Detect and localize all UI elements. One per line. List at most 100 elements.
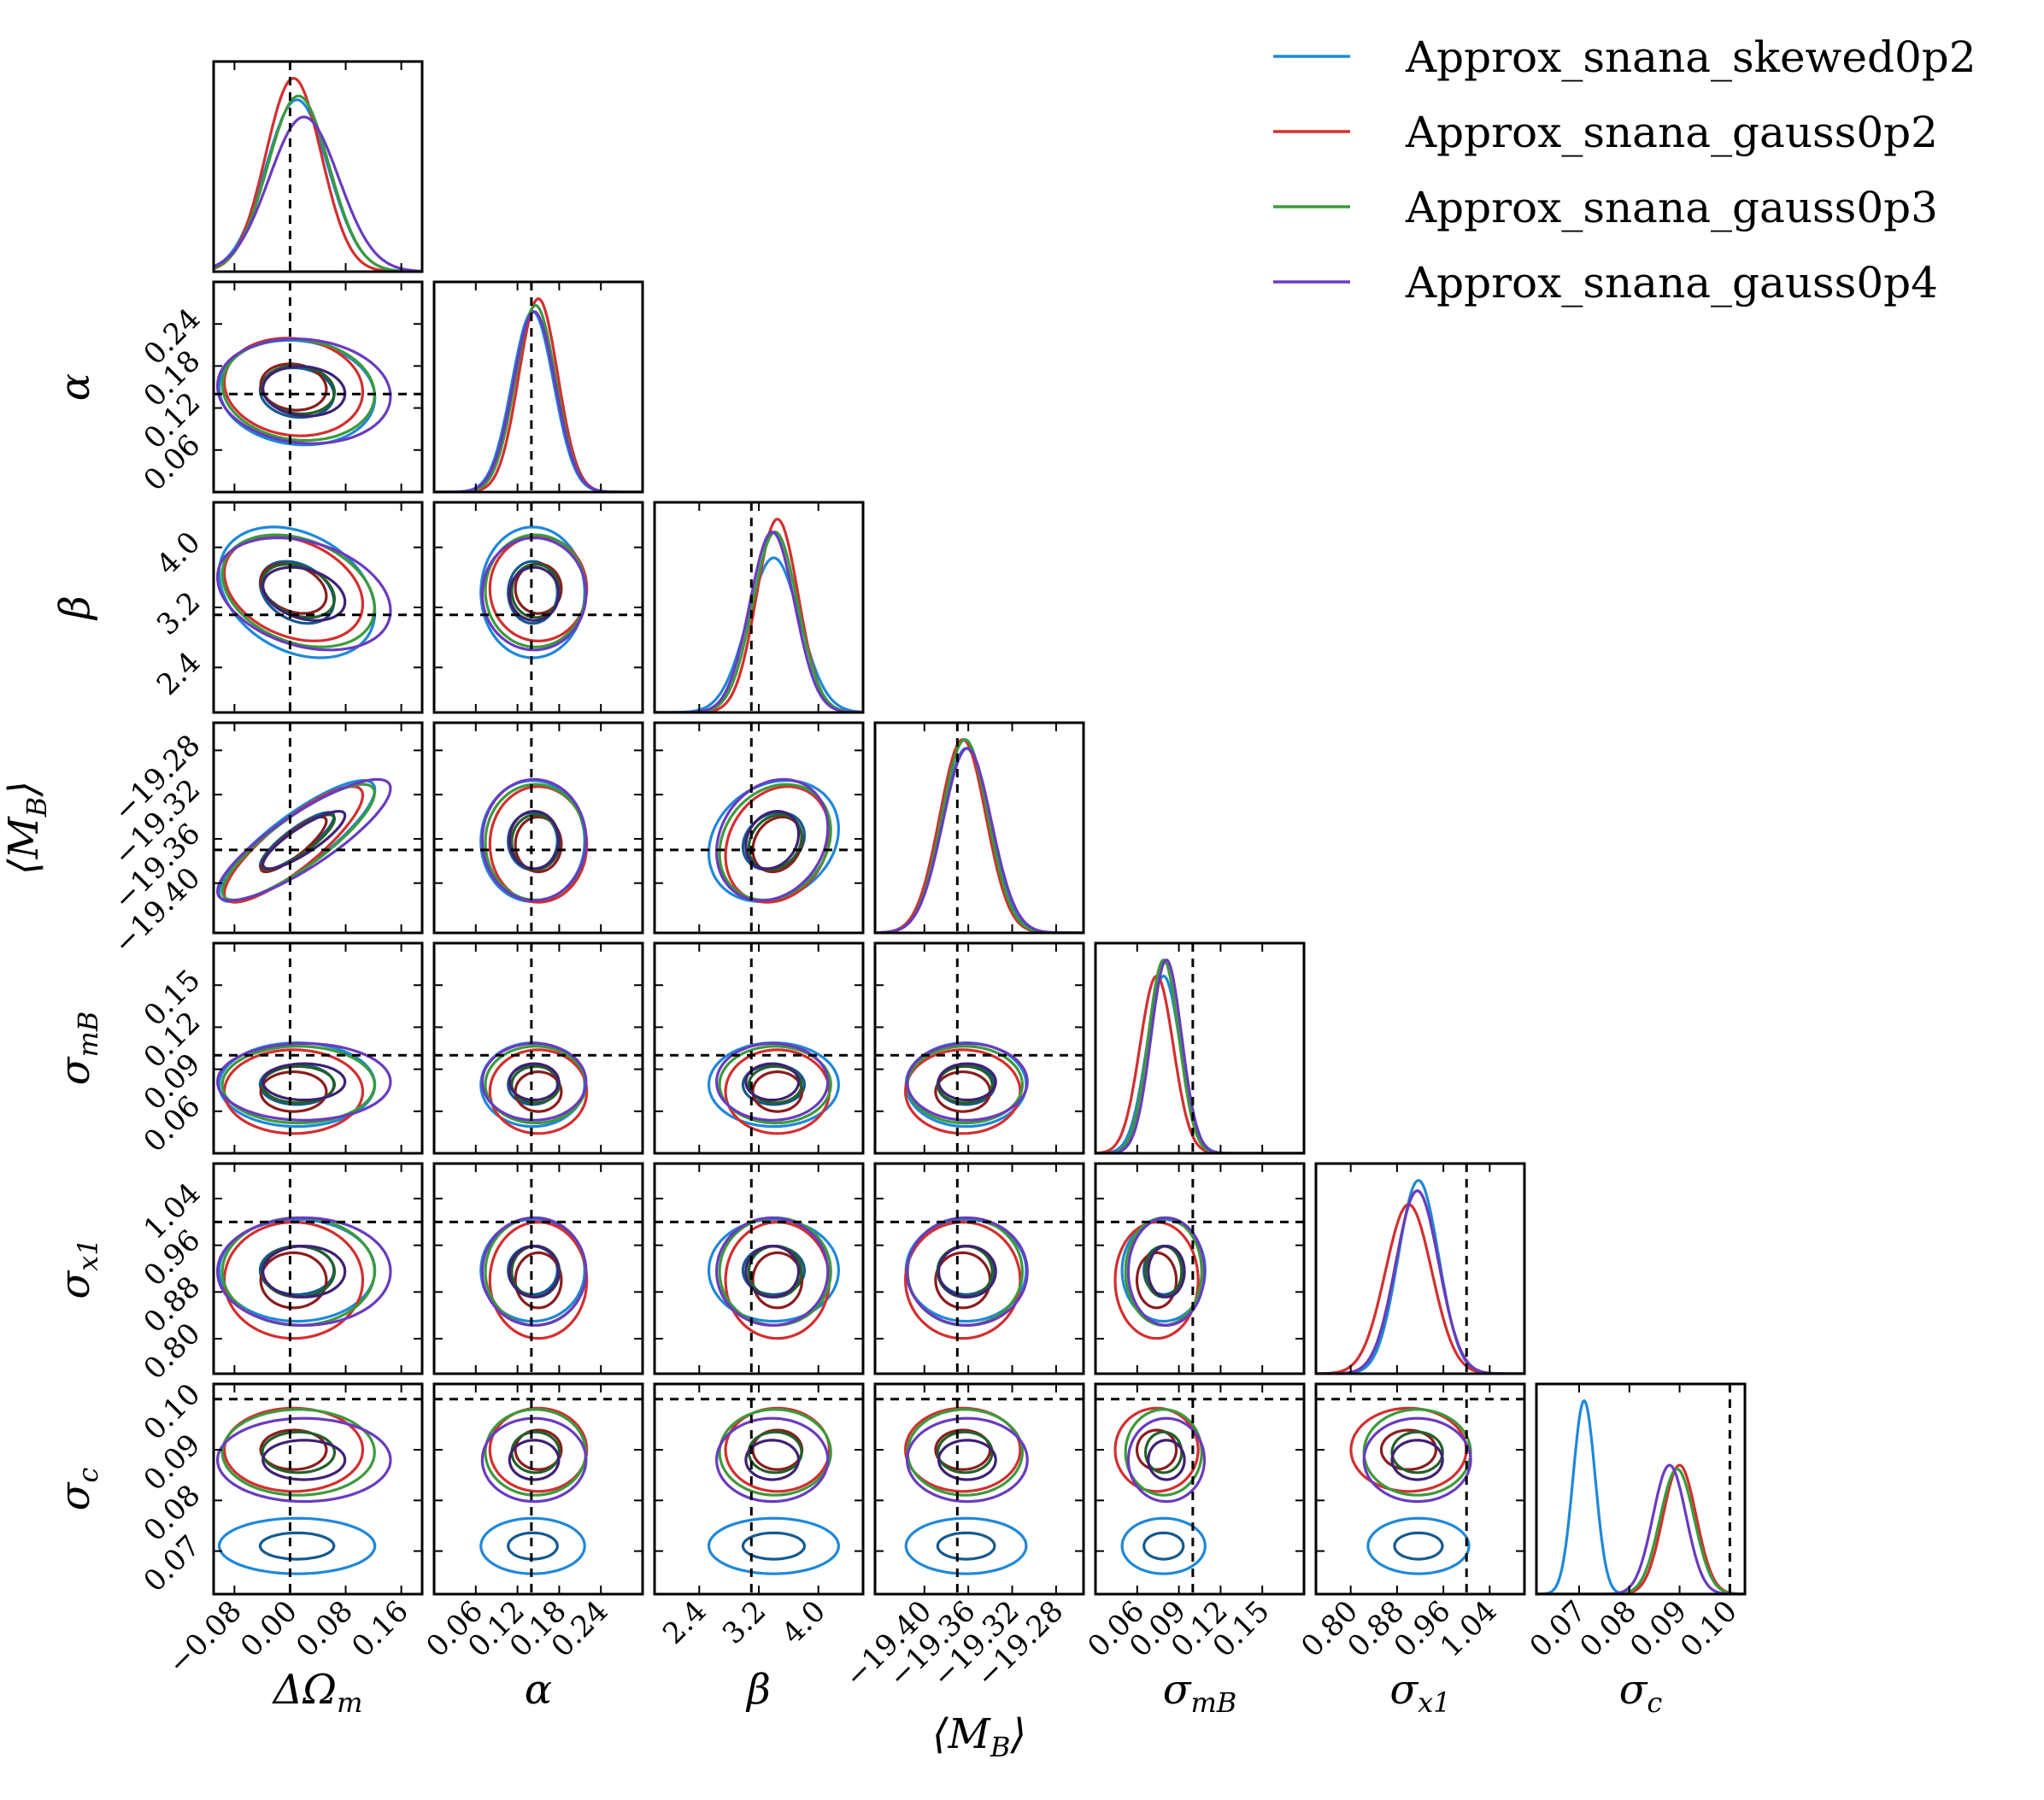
y-tick-label-beta: 2.4: [150, 645, 208, 702]
marginal-sx1-series-2: [1316, 1189, 1524, 1374]
panel-mb-alpha: [432, 721, 644, 935]
panel-frame-6-6: [1535, 1382, 1747, 1596]
contour-sc-dom-series-2-level-1: [261, 1430, 337, 1475]
x-axis-label-smb: σmB: [1163, 1666, 1237, 1719]
contour-alpha-dom-series-3-level-1: [261, 365, 347, 418]
contour-sc-alpha-series-1-level-0: [488, 1406, 589, 1493]
legend: Approx_snana_skewed0p2 Approx_snana_gauss…: [1273, 32, 1976, 308]
x-tick-label-sc: 0.10: [1674, 1594, 1744, 1664]
contour-sc-smb-series-2-level-1: [1143, 1430, 1184, 1475]
contour-beta-dom-series-3-level-0: [215, 536, 392, 652]
contour-sc-sx1-series-3-level-1: [1390, 1439, 1444, 1481]
panel-frame-2-2: [653, 501, 865, 714]
contour-sx1-dom-series-2-level-0: [220, 1216, 376, 1328]
contour-sc-sx1-series-1-level-1: [1379, 1428, 1438, 1471]
y-tick-label-sc: 0.09: [138, 1428, 208, 1498]
panel-frame-4-0: [212, 941, 424, 1155]
contour-sc-beta-series-1-level-1: [751, 1428, 804, 1471]
contour-sc-alpha-series-0-level-0: [479, 1516, 586, 1575]
contour-sc-alpha-series-3-level-0: [480, 1416, 588, 1504]
contour-sc-beta-series-3-level-0: [714, 1416, 830, 1504]
contour-alpha-dom-series-3-level-0: [215, 337, 392, 445]
panel-frame-5-5: [1314, 1162, 1526, 1375]
contour-sx1-beta-series-2-level-1: [747, 1244, 803, 1299]
x-axis-label-sc: σc: [1619, 1666, 1663, 1719]
panel-sc-alpha: [432, 1382, 644, 1596]
contour-sc-smb-series-2-level-0: [1124, 1408, 1203, 1497]
contour-mb-beta-series-2-level-1: [747, 813, 803, 871]
marginal-dom-series-1: [214, 77, 422, 272]
contour-sx1-dom-series-0-level-0: [217, 1217, 377, 1323]
contour-smb-dom-series-1-level-1: [259, 1070, 328, 1113]
y-axis-labels: 0.060.120.180.24α2.43.24.0β−19.40−19.36−…: [0, 302, 207, 1598]
contour-beta-alpha-series-3-level-1: [508, 566, 561, 622]
panel-beta-dom: [212, 501, 424, 714]
contour-sc-mb-series-2-level-0: [906, 1408, 1025, 1497]
contour-mb-beta-series-1-level-0: [724, 785, 831, 904]
contour-mb-dom-series-3-level-0: [215, 777, 392, 902]
panels: [212, 60, 1747, 1596]
y-axis-label-alpha: α: [51, 373, 99, 401]
panel-alpha-dom: [212, 280, 424, 494]
marginal-smb-series-1: [1095, 974, 1304, 1153]
panel-sc-sc: [1535, 1382, 1747, 1596]
contour-beta-alpha-series-2-level-0: [484, 533, 588, 648]
panel-frame-6-5: [1314, 1382, 1526, 1596]
contour-sc-dom-series-0-level-0: [217, 1516, 377, 1575]
contour-smb-alpha-series-3-level-1: [508, 1062, 561, 1102]
contour-sc-alpha-series-3-level-1: [508, 1439, 561, 1481]
contour-mb-beta-series-3-level-0: [714, 777, 830, 902]
panel-smb-dom: [212, 941, 424, 1155]
marginal-smb-series-2: [1095, 959, 1304, 1153]
contour-sx1-dom-series-3-level-0: [215, 1216, 392, 1328]
contour-smb-alpha-series-2-level-0: [484, 1045, 588, 1125]
legend-entry-0: Approx_snana_skewed0p2: [1405, 32, 1976, 82]
contour-sc-smb-series-3-level-1: [1147, 1439, 1186, 1481]
panel-smb-alpha: [432, 941, 644, 1155]
x-tick-label-beta: 4.0: [776, 1594, 833, 1651]
panel-frame-3-1: [432, 721, 644, 935]
x-tick-label-sc: 0.08: [1573, 1594, 1643, 1664]
contour-sx1-beta-series-3-level-0: [714, 1216, 830, 1328]
panel-sx1-beta: [653, 1162, 865, 1375]
panel-frame-3-0: [212, 721, 424, 935]
contour-mb-dom-series-3-level-1: [261, 809, 347, 871]
legend-entry-3: Approx_snana_gauss0p4: [1405, 258, 1938, 308]
contour-beta-dom-series-1-level-0: [222, 535, 365, 642]
contour-mb-alpha-series-2-level-1: [510, 813, 561, 871]
panel-frame-4-4: [1094, 941, 1306, 1155]
contour-smb-mb-series-3-level-0: [905, 1041, 1029, 1122]
contour-sc-dom-series-0-level-1: [258, 1531, 336, 1561]
panel-beta-alpha: [432, 501, 644, 714]
contour-sc-alpha-series-2-level-1: [510, 1430, 561, 1475]
x-tick-label-beta: 3.2: [716, 1594, 773, 1651]
panel-sx1-alpha: [432, 1162, 644, 1375]
contour-sc-beta-series-3-level-1: [744, 1439, 801, 1481]
x-axis-label-sx1: σx1: [1389, 1666, 1450, 1719]
contour-mb-alpha-series-3-level-1: [508, 809, 561, 871]
panel-sc-beta: [653, 1382, 865, 1596]
contour-beta-alpha-series-0-level-0: [479, 525, 586, 660]
panel-sx1-dom: [212, 1162, 424, 1375]
legend-entry-1: Approx_snana_gauss0p2: [1405, 108, 1938, 157]
marginal-alpha-series-3: [434, 310, 643, 492]
contour-beta-dom-series-0-level-0: [217, 525, 377, 660]
contour-sc-alpha-series-2-level-0: [484, 1408, 588, 1497]
panel-frame-6-3: [873, 1382, 1085, 1596]
contour-smb-dom-series-3-level-0: [215, 1041, 392, 1122]
contour-smb-alpha-series-1-level-1: [514, 1070, 563, 1113]
panel-frame-5-4: [1094, 1162, 1306, 1375]
panel-mb-mb: [873, 721, 1085, 935]
contour-sc-alpha-series-0-level-1: [507, 1531, 559, 1561]
contour-sx1-smb-series-1-level-0: [1113, 1220, 1200, 1340]
y-tick-label-sc: 0.07: [138, 1529, 208, 1599]
contour-sx1-mb-series-3-level-0: [905, 1216, 1029, 1328]
marginal-smb-series-0: [1095, 974, 1304, 1153]
contour-sc-sx1-series-0-level-0: [1366, 1516, 1471, 1575]
panel-sc-dom: [212, 1382, 424, 1596]
y-tick-label-sc: 0.08: [138, 1478, 208, 1548]
contour-sc-beta-series-1-level-0: [724, 1406, 831, 1493]
contour-beta-alpha-series-1-level-1: [514, 562, 563, 615]
contour-smb-alpha-series-3-level-0: [480, 1041, 588, 1122]
